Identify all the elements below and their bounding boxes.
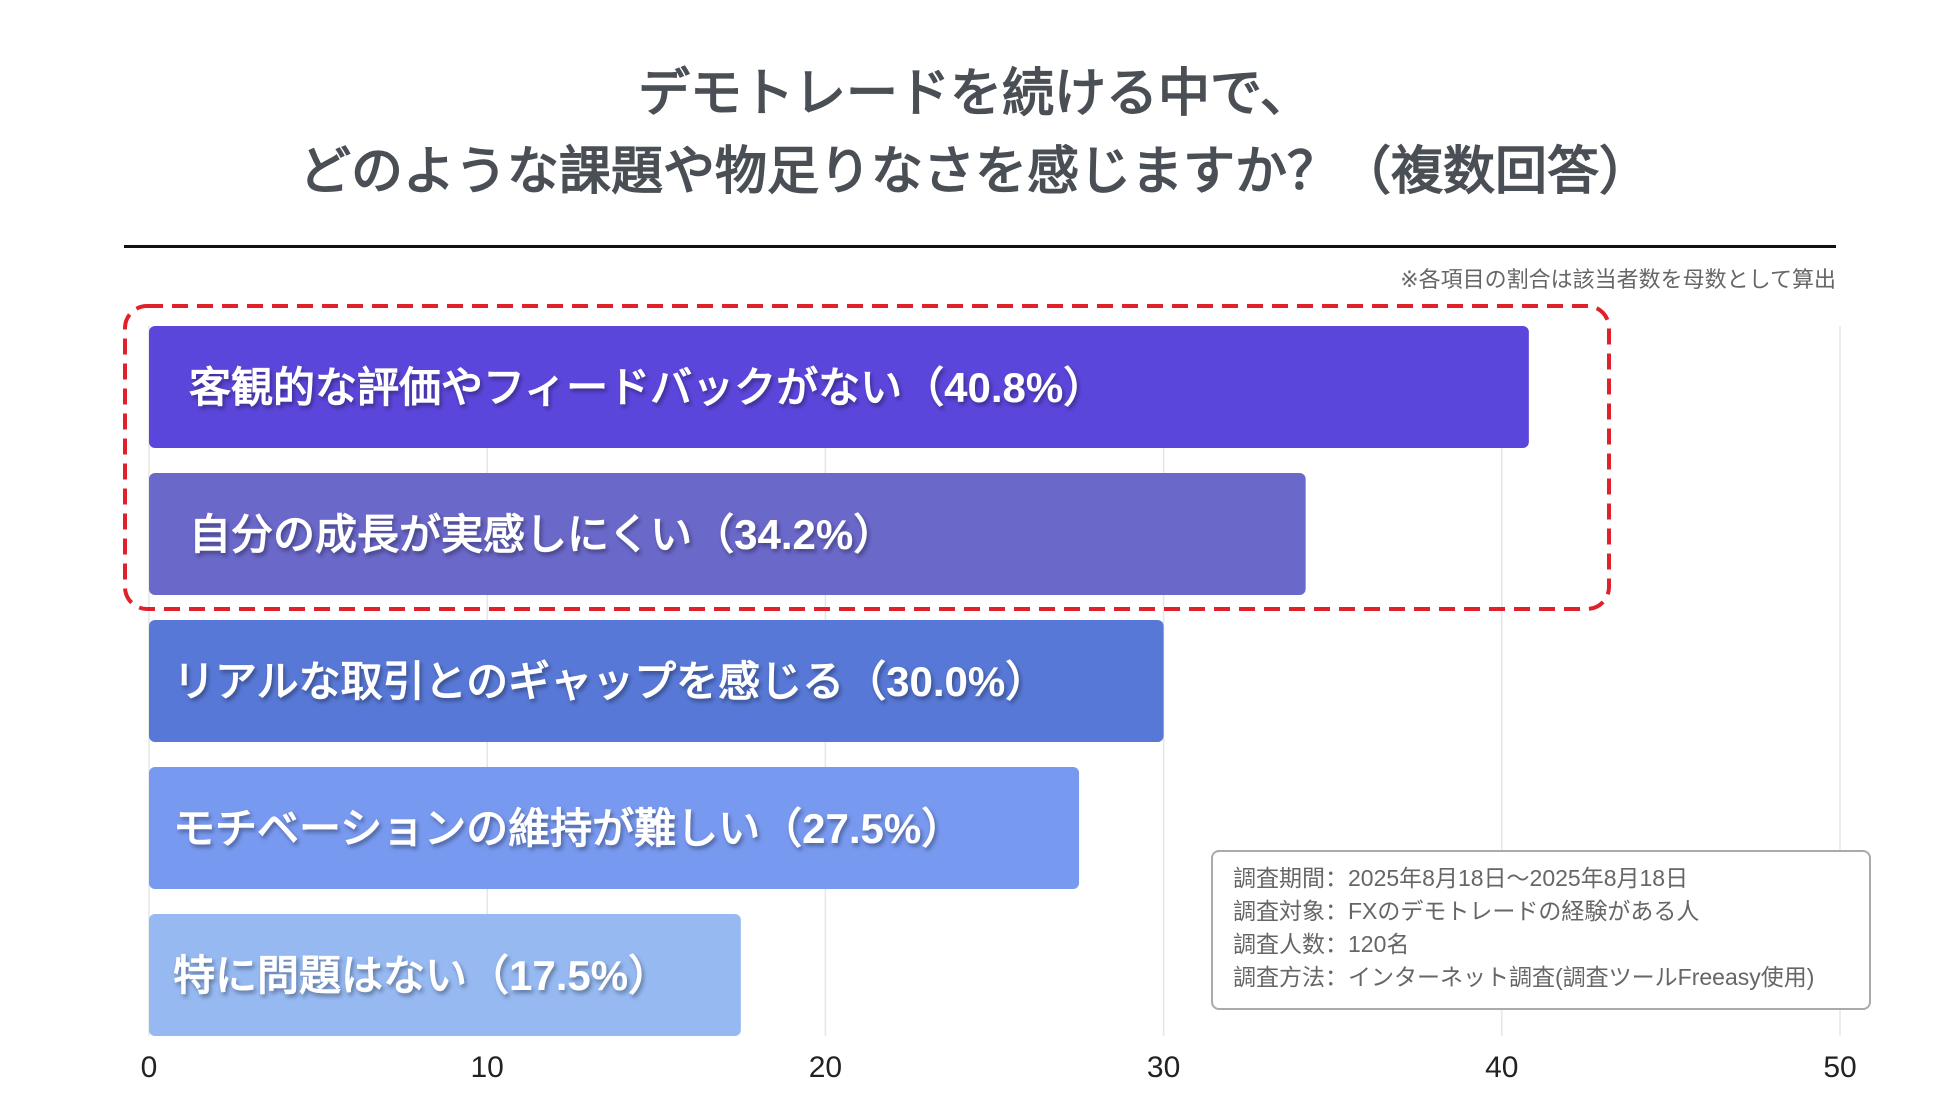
- survey-method: 調査方法：インターネット調査(調査ツールFreeasy使用): [1233, 964, 1815, 990]
- survey-info-box: 調査期間：2025年8月18日～2025年8月18日 調査対象：FXのデモトレー…: [1211, 850, 1871, 1010]
- chart-title-line-1: デモトレードを続ける中で、: [638, 65, 1312, 123]
- bar: [149, 914, 741, 1036]
- bar: [149, 767, 1080, 889]
- title-divider: [124, 245, 1836, 248]
- x-tick-label: 40: [1485, 1051, 1518, 1084]
- x-tick-label: 0: [141, 1051, 158, 1084]
- survey-target: 調査対象：FXのデモトレードの経験がある人: [1233, 898, 1700, 924]
- bar: [149, 620, 1164, 742]
- survey-period: 調査期間：2025年8月18日～2025年8月18日: [1233, 865, 1689, 891]
- highlight-dashed-box: [123, 304, 1611, 611]
- x-tick-label: 20: [809, 1051, 842, 1084]
- bar: [149, 473, 1306, 595]
- bar-label: モチベーションの維持が難しい（27.5%）: [173, 805, 963, 852]
- chart-title-line-2: どのような課題や物足りなさを感じますか？（複数回答）: [298, 143, 1651, 201]
- bar: [149, 326, 1529, 448]
- chart-note: ※各項目の割合は該当者数を母数として算出: [1400, 267, 1836, 292]
- x-tick-label: 50: [1823, 1051, 1856, 1084]
- bar-label: リアルな取引とのギャップを感じる（30.0%）: [173, 658, 1047, 705]
- bar-label: 客観的な評価やフィードバックがない（40.8%）: [189, 364, 1105, 411]
- x-tick-label: 10: [471, 1051, 504, 1084]
- x-tick-label: 30: [1147, 1051, 1180, 1084]
- bar-label: 自分の成長が実感しにくい（34.2%）: [189, 511, 895, 558]
- survey-count: 調査人数：120名: [1233, 931, 1410, 957]
- bar-label: 特に問題はない（17.5%）: [173, 952, 670, 999]
